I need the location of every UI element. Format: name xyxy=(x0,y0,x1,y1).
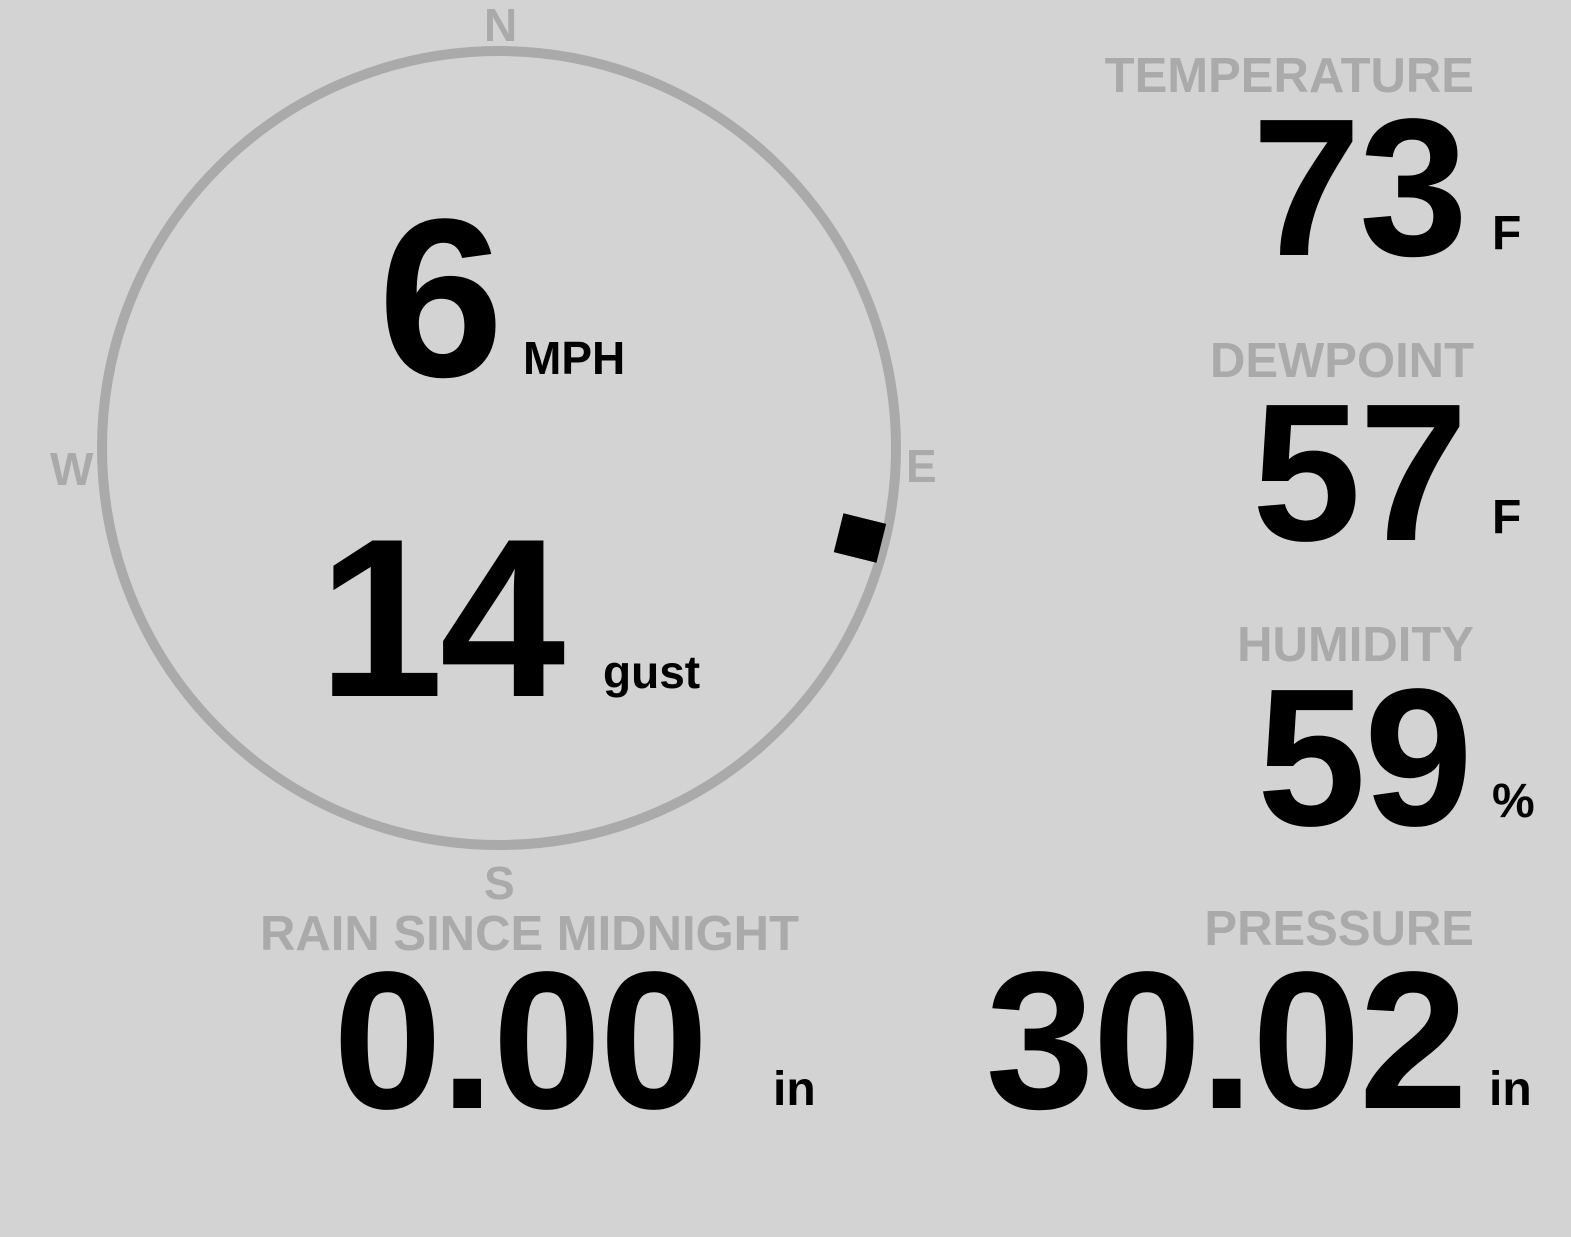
pressure-label: PRESSURE xyxy=(1204,902,1474,956)
rain-value: 0.00 xyxy=(333,931,708,1150)
compass-west: W xyxy=(50,443,94,495)
wind-gust-unit: gust xyxy=(603,646,701,698)
wind-speed-value: 6 xyxy=(378,171,504,424)
dewpoint-unit: F xyxy=(1492,491,1522,544)
wind-gust-value: 14 xyxy=(318,491,565,744)
dewpoint-label: DEWPOINT xyxy=(1209,334,1474,388)
wind-direction-marker xyxy=(833,513,887,563)
wind-speed-unit: MPH xyxy=(523,332,626,384)
humidity-value: 59 xyxy=(1256,648,1473,867)
humidity-label: HUMIDITY xyxy=(1237,618,1474,672)
rain-unit: in xyxy=(773,1063,816,1116)
compass-ring xyxy=(97,46,901,850)
temperature-value: 73 xyxy=(1251,78,1468,297)
compass-north: N xyxy=(484,0,518,51)
pressure-value: 30.02 xyxy=(985,931,1468,1150)
temperature-label: TEMPERATURE xyxy=(1104,49,1474,103)
rain-label: RAIN SINCE MIDNIGHT xyxy=(260,907,799,961)
humidity-unit: % xyxy=(1492,775,1535,828)
pressure-unit: in xyxy=(1489,1063,1532,1116)
compass-east: E xyxy=(906,440,937,492)
temperature-unit: F xyxy=(1492,207,1522,260)
compass-south: S xyxy=(484,857,515,909)
dewpoint-value: 57 xyxy=(1251,363,1468,582)
